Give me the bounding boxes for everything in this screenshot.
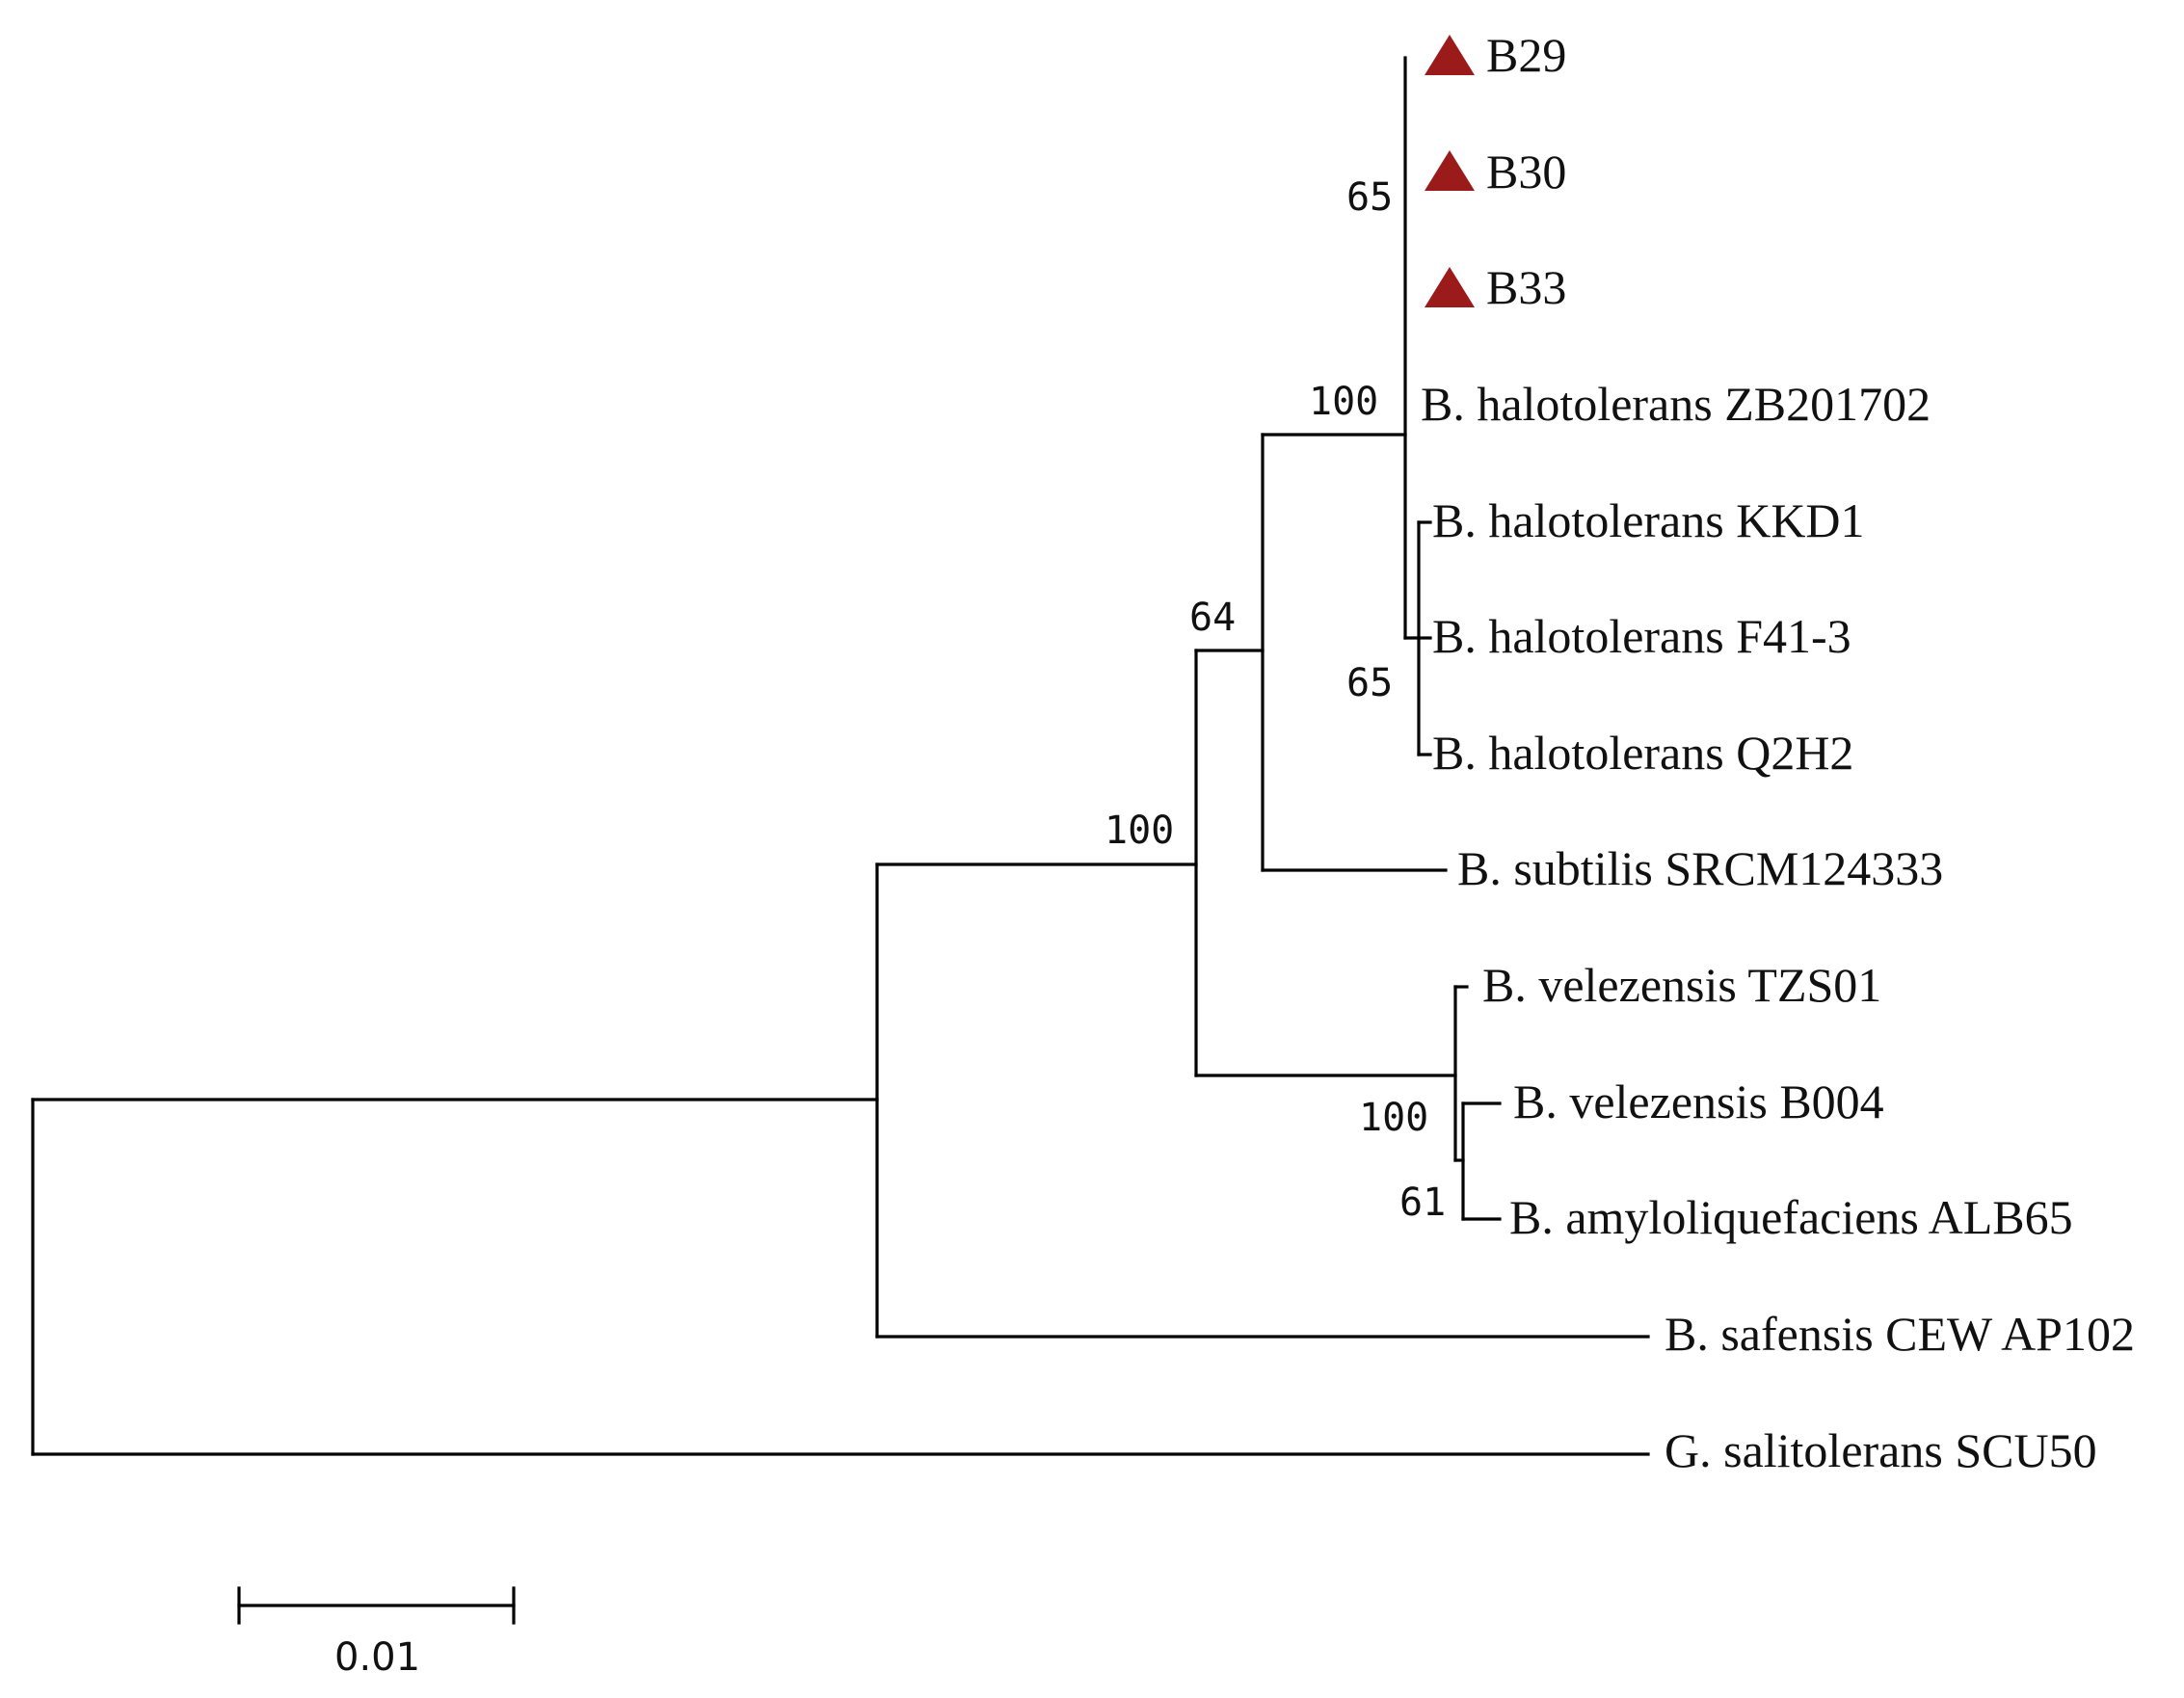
- triangle-marker-icon: [1425, 150, 1475, 191]
- leaf-labels: B29 B30 B33 B. halotolerans ZB201702 B. …: [1421, 28, 2135, 1477]
- triangle-marker-icon: [1425, 267, 1475, 307]
- triangle-marker-icon: [1425, 35, 1475, 75]
- scale-bar-label: 0.01: [334, 1635, 420, 1680]
- bootstrap-values: 65 100 65 64 100 100 61: [1105, 175, 1446, 1225]
- leaf-label-salitolerans-scu50: G. salitolerans SCU50: [1665, 1423, 2097, 1477]
- leaf-label-subtilis-srcm124333: B. subtilis SRCM124333: [1457, 841, 1943, 895]
- tree-branches: [31, 56, 1650, 1456]
- bootstrap-value: 61: [1399, 1181, 1446, 1225]
- leaf-label-safensis-cewap102: B. safensis CEW AP102: [1665, 1307, 2135, 1361]
- isolate-markers: [1425, 35, 1475, 307]
- leaf-label-b29: B29: [1486, 28, 1566, 82]
- leaf-label-velezensis-b004: B. velezensis B004: [1513, 1075, 1884, 1128]
- bootstrap-value: 100: [1359, 1096, 1428, 1140]
- leaf-label-halotolerans-f41-3: B. halotolerans F41-3: [1432, 609, 1851, 663]
- leaf-label-halotolerans-q2h2: B. halotolerans Q2H2: [1432, 726, 1853, 780]
- scale-bar: 0.01: [237, 1586, 516, 1680]
- leaf-label-b33: B33: [1486, 260, 1566, 314]
- leaf-label-b30: B30: [1486, 145, 1566, 199]
- leaf-label-velezensis-tzs01: B. velezensis TZS01: [1482, 958, 1881, 1012]
- bootstrap-value: 65: [1346, 175, 1393, 220]
- leaf-label-halotolerans-zb201702: B. halotolerans ZB201702: [1421, 377, 1931, 431]
- leaf-label-amyloliquefaciens-alb65: B. amyloliquefaciens ALB65: [1509, 1190, 2073, 1244]
- bootstrap-value: 65: [1346, 661, 1393, 705]
- bootstrap-value: 100: [1309, 380, 1378, 424]
- bootstrap-value: 100: [1105, 809, 1174, 853]
- leaf-label-halotolerans-kkd1: B. halotolerans KKD1: [1432, 493, 1865, 547]
- bootstrap-value: 64: [1189, 596, 1236, 640]
